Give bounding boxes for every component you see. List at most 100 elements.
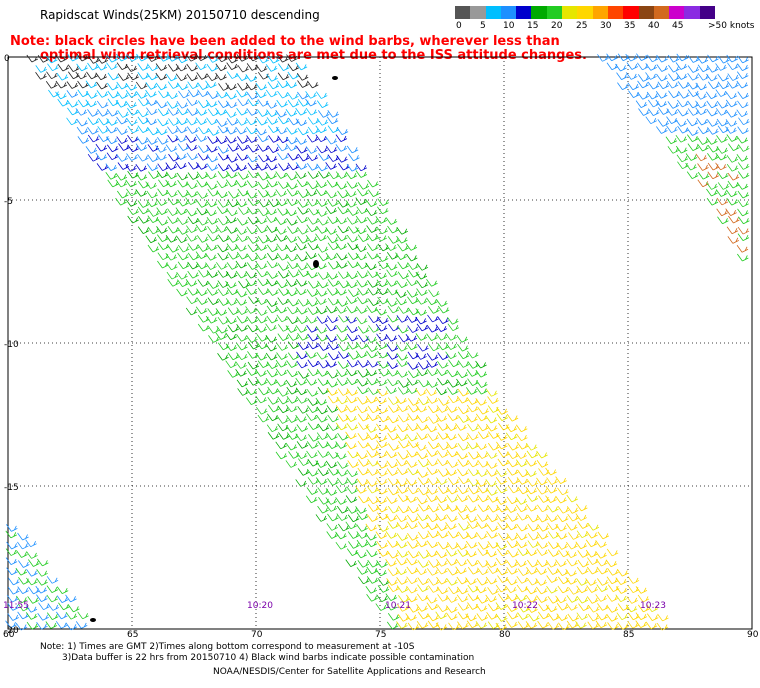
wind-barb — [297, 342, 310, 351]
wind-barb — [525, 469, 537, 477]
wind-barb — [275, 451, 288, 460]
wind-barb — [596, 612, 608, 621]
wind-barb — [547, 504, 559, 513]
wind-barb — [565, 568, 577, 577]
wind-barb — [317, 423, 330, 432]
wind-barb — [357, 181, 370, 190]
wind-barb — [386, 578, 398, 586]
wind-barb — [457, 603, 470, 611]
wind-barb — [417, 611, 430, 620]
wind-barb — [287, 269, 300, 278]
wind-barb — [457, 343, 469, 352]
wind-barb — [506, 620, 518, 628]
wind-barb — [285, 143, 298, 152]
wind-barb — [386, 496, 398, 504]
wind-barb — [26, 568, 38, 577]
wind-barb — [457, 433, 470, 442]
wind-barb — [576, 530, 589, 539]
wind-barb — [495, 497, 508, 505]
wind-barb — [297, 91, 309, 100]
wind-barb — [416, 451, 429, 460]
wind-barb — [95, 72, 107, 81]
wind-barb — [297, 298, 310, 307]
wind-barb — [737, 190, 750, 199]
wind-barb — [255, 64, 268, 73]
wind-barb — [65, 611, 78, 620]
wind-barb — [577, 521, 589, 529]
wind-barb — [68, 604, 80, 613]
wind-barb — [295, 278, 308, 287]
wind-barb — [257, 55, 269, 64]
wind-barb — [117, 110, 129, 118]
wind-barb — [216, 180, 229, 189]
wind-barb — [316, 145, 328, 154]
wind-barb — [166, 91, 179, 100]
wind-barb — [307, 307, 319, 316]
wind-barb — [516, 523, 528, 532]
wind-barb — [287, 63, 300, 72]
wind-barb — [426, 494, 438, 503]
wind-barb — [137, 63, 149, 71]
wind-barb — [377, 243, 390, 252]
wind-barb — [266, 225, 278, 233]
wind-barb — [605, 559, 618, 568]
wind-barb — [465, 504, 477, 513]
wind-barb — [326, 315, 339, 324]
wind-barb — [195, 53, 207, 62]
wind-barb — [315, 477, 328, 485]
wind-barb — [357, 413, 370, 422]
wind-barb — [387, 550, 399, 559]
wind-barb — [296, 306, 308, 315]
wind-barb — [427, 578, 440, 586]
wind-barb — [387, 225, 399, 234]
wind-barb — [37, 558, 49, 567]
wind-barb — [167, 108, 180, 116]
wind-barb — [225, 226, 238, 234]
wind-barb — [217, 100, 230, 108]
wind-barb — [325, 252, 338, 261]
wind-barb — [376, 460, 388, 469]
wind-barb — [477, 406, 489, 415]
wind-barb — [35, 585, 47, 594]
footer-credit: NOAA/NESDIS/Center for Satellite Applica… — [213, 667, 486, 677]
wind-barb — [238, 207, 250, 215]
wind-barb — [615, 63, 627, 72]
wind-barb — [295, 377, 307, 386]
wind-barb — [307, 341, 319, 350]
wind-barb — [547, 541, 560, 550]
wind-barb — [147, 154, 159, 163]
wind-barb — [715, 89, 727, 97]
wind-barb — [336, 325, 348, 333]
wind-barb — [316, 414, 328, 423]
wind-barb — [545, 467, 557, 476]
wind-barb — [98, 117, 110, 126]
wind-barb — [325, 206, 337, 214]
island-marker — [90, 618, 96, 622]
wind-barb — [315, 188, 328, 197]
wind-barb — [236, 54, 248, 62]
wind-barb — [255, 252, 267, 261]
wind-barb — [257, 235, 270, 244]
wind-barb — [387, 314, 399, 323]
wind-barb — [106, 82, 119, 91]
wind-barb — [347, 208, 359, 216]
wind-barb — [467, 432, 479, 441]
wind-barb — [307, 359, 320, 368]
wind-barb — [287, 298, 300, 307]
wind-barb — [396, 577, 408, 585]
wind-barb — [737, 162, 750, 170]
wind-barb — [386, 299, 398, 307]
wind-barb — [396, 227, 408, 235]
wind-barb — [377, 198, 389, 206]
wind-barb — [325, 323, 337, 332]
wind-barb — [326, 432, 338, 441]
wind-barb — [346, 217, 359, 225]
wind-barb — [245, 126, 258, 135]
wind-barb — [156, 218, 169, 226]
wind-barb — [275, 234, 288, 242]
wind-barb — [275, 189, 287, 197]
wind-barb — [285, 325, 298, 333]
wind-barb — [356, 270, 369, 279]
wind-barb — [716, 146, 728, 154]
wind-barb — [365, 395, 378, 404]
